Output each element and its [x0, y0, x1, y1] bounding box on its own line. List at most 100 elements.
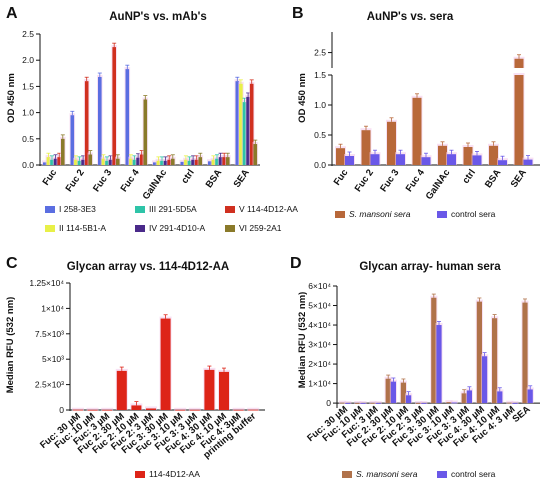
legend-swatch	[335, 211, 345, 218]
panel-d-title: Glycan array- human sera	[359, 261, 501, 273]
bar	[390, 381, 396, 404]
panel-a-title: AuNP's vs. mAb's	[109, 11, 207, 23]
bar	[98, 76, 102, 165]
bar-glow	[506, 400, 514, 404]
bar	[153, 162, 157, 165]
bar	[219, 371, 229, 410]
bar-glow	[369, 400, 377, 404]
bar	[239, 83, 243, 165]
bar	[50, 159, 54, 165]
bar-glow	[188, 407, 201, 411]
bar	[136, 157, 140, 165]
legend-swatch	[45, 225, 55, 232]
bar	[226, 157, 230, 165]
bar-glow	[339, 400, 347, 404]
bar	[132, 159, 137, 165]
bar	[146, 408, 156, 410]
bar	[446, 402, 452, 404]
legend-entry: 114-4D12-AA	[149, 469, 200, 479]
y-tick-label: 1×10⁴	[41, 303, 64, 313]
x-tick-label: GalNAc	[141, 167, 170, 201]
bar	[53, 158, 58, 165]
x-tick-label: SEA	[510, 404, 532, 425]
bar	[77, 160, 82, 165]
bar-glow	[420, 401, 428, 404]
bar	[355, 403, 361, 404]
panel-a-label: A	[6, 5, 18, 22]
bar	[514, 75, 524, 165]
bar	[167, 159, 171, 165]
bar	[163, 160, 168, 165]
bar	[139, 154, 144, 165]
bar	[438, 145, 447, 165]
bar	[81, 159, 85, 165]
bar	[396, 154, 405, 165]
bar	[235, 81, 240, 165]
bar	[87, 409, 98, 411]
bar	[249, 83, 254, 165]
y-tick-label: 0	[326, 398, 331, 408]
bar	[131, 405, 142, 410]
bar	[421, 403, 427, 404]
bar-glow	[445, 400, 453, 404]
y-tick-label: 0	[59, 405, 64, 415]
y-tick-label: 5×10³	[42, 354, 64, 364]
bar	[527, 389, 533, 404]
bar	[421, 157, 431, 165]
bar	[463, 147, 473, 165]
bar	[360, 403, 366, 404]
y-tick-label: 2.5	[22, 29, 34, 39]
x-tick-label: SEA	[509, 167, 529, 189]
bar	[246, 96, 250, 165]
bar	[189, 409, 200, 411]
bar	[180, 161, 185, 165]
y-tick-label: 7.5×10³	[35, 329, 64, 339]
panel-c-title: Glycan array vs. 114-4D12-AA	[67, 261, 229, 273]
x-tick-label: GalNAc	[424, 167, 453, 201]
bar-glow	[374, 401, 382, 404]
bar	[340, 402, 346, 404]
bar	[187, 160, 192, 165]
bar	[412, 97, 422, 165]
bar	[194, 159, 199, 165]
legend-swatch	[135, 206, 145, 213]
bar	[482, 356, 488, 404]
bar	[512, 403, 518, 404]
bar-glow	[359, 401, 367, 404]
bar	[387, 121, 396, 165]
bar	[472, 155, 482, 165]
legend-swatch	[437, 471, 447, 478]
bar	[497, 391, 503, 404]
bar	[400, 382, 406, 404]
x-tick-label: Fuc 4	[119, 167, 143, 194]
y-tick-label: 1.5	[22, 81, 34, 91]
y-tick-label: 1×10⁴	[308, 379, 331, 389]
bar	[233, 409, 244, 411]
bar	[222, 157, 226, 165]
bar	[160, 160, 164, 165]
bar	[74, 159, 78, 165]
bar	[416, 403, 422, 404]
panel-b-label: B	[292, 5, 304, 22]
bar	[156, 160, 161, 165]
x-tick-label: Fuc 4	[404, 167, 428, 194]
bar	[466, 390, 472, 404]
bar	[522, 302, 528, 404]
bar	[345, 403, 351, 404]
bar	[370, 402, 376, 404]
legend-entry: IV 291-4D10-A	[149, 223, 206, 233]
legend-entry: I 258-3E3	[59, 204, 96, 214]
bar	[361, 130, 371, 165]
bar	[112, 47, 116, 165]
y-tick-label: 4×10⁴	[308, 320, 331, 330]
bar	[489, 145, 498, 165]
x-tick-label: Fuc 3	[91, 167, 114, 194]
legend-entry: S. mansoni sera	[356, 469, 418, 479]
legend-swatch	[342, 471, 352, 478]
bar	[175, 409, 186, 411]
bar	[375, 403, 381, 404]
bar-glow	[247, 407, 260, 411]
legend-entry: control sera	[451, 209, 496, 219]
panel-c-legend: 114-4D12-AA	[135, 469, 200, 479]
bar	[70, 115, 75, 165]
